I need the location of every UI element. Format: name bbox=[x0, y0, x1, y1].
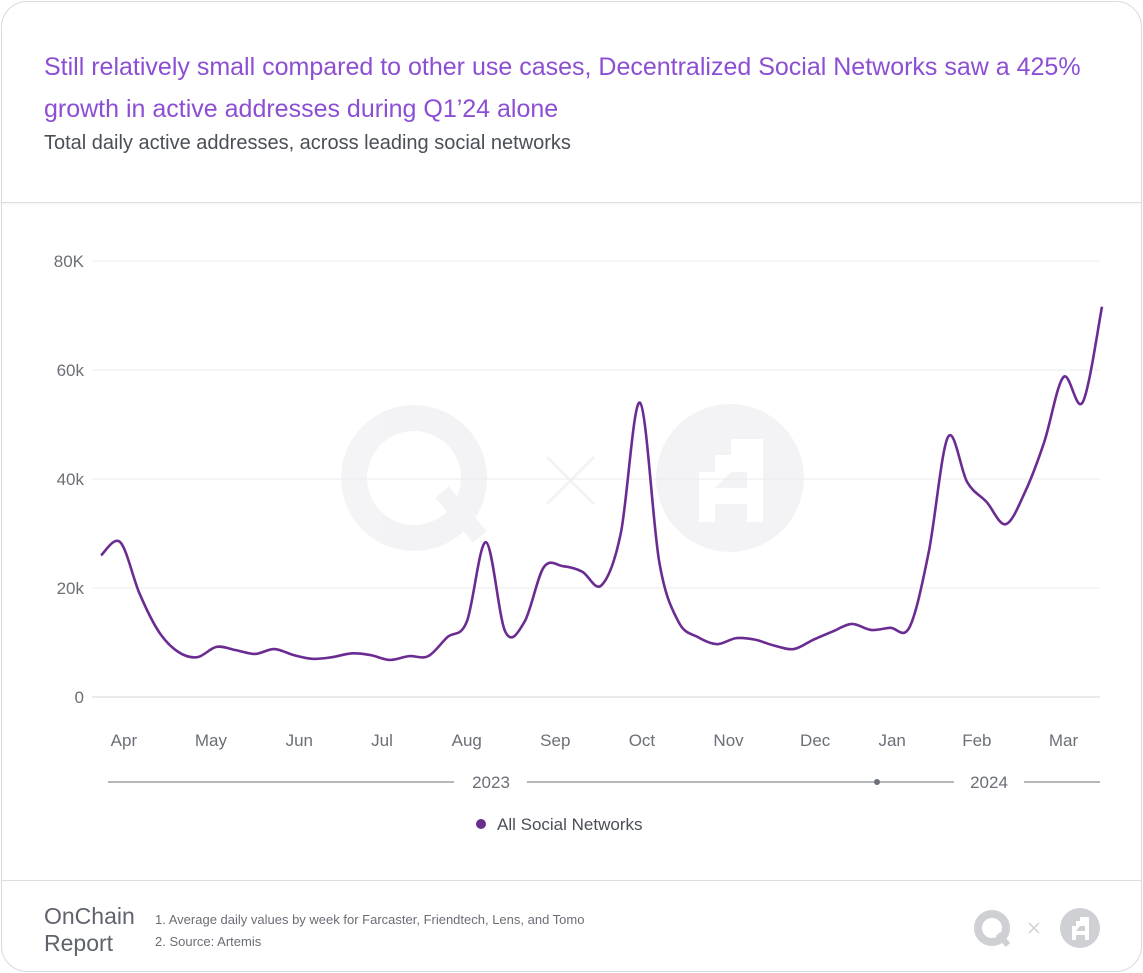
footer: OnChain Report 1. Average daily values b… bbox=[2, 880, 1141, 971]
year-axis: 2023 2024 bbox=[108, 773, 1100, 792]
year-label-2023: 2023 bbox=[472, 773, 510, 792]
grid bbox=[92, 260, 1100, 698]
watermark-q-tail bbox=[435, 486, 487, 543]
x-tick-label: May bbox=[195, 731, 228, 750]
legend: All Social Networks bbox=[476, 815, 643, 834]
watermark-a-glyph bbox=[699, 439, 763, 522]
x-tick-label: Aug bbox=[452, 731, 482, 750]
x-tick-label: Oct bbox=[629, 731, 656, 750]
year-label-2024: 2024 bbox=[970, 773, 1008, 792]
y-axis: 0 20k 40k 60k 80K bbox=[54, 252, 85, 707]
y-tick-label: 0 bbox=[75, 688, 84, 707]
y-tick-label: 20k bbox=[57, 579, 85, 598]
series bbox=[100, 306, 1104, 662]
brand-line2: Report bbox=[44, 930, 114, 956]
watermark-x-icon-stroke bbox=[545, 455, 596, 506]
partner-logos bbox=[974, 908, 1100, 948]
y-tick-label: 60k bbox=[57, 361, 85, 380]
brand-logo: OnChain Report bbox=[44, 903, 135, 957]
x-tick-label: Jul bbox=[371, 731, 393, 750]
x-tick-label: Apr bbox=[111, 731, 138, 750]
legend-label[interactable]: All Social Networks bbox=[497, 815, 643, 834]
x-tick-label: Nov bbox=[713, 731, 744, 750]
q-logo-icon bbox=[974, 910, 1010, 946]
x-tick-label: Dec bbox=[800, 731, 831, 750]
watermark-a-icon bbox=[656, 404, 804, 552]
a-logo-glyph bbox=[1072, 917, 1089, 940]
x-tick-label: Jun bbox=[286, 731, 313, 750]
series-line-all-social-networks bbox=[100, 306, 1104, 662]
y-tick-label: 40k bbox=[57, 470, 85, 489]
chart-title: Still relatively small compared to other… bbox=[44, 53, 1081, 123]
q-logo-tail bbox=[995, 931, 1011, 948]
x-axis: Apr May Jun Jul Aug Sep Oct Nov Dec Jan Feb Mar bbox=[111, 731, 1079, 750]
x-tick-label: Jan bbox=[878, 731, 905, 750]
watermark bbox=[341, 404, 804, 552]
x-tick-label: Mar bbox=[1049, 731, 1079, 750]
x-tick-label: Feb bbox=[962, 731, 991, 750]
footnote-1: 1. Average daily values by week for Farc… bbox=[155, 912, 585, 927]
y-tick-label: 80K bbox=[54, 252, 85, 271]
brand-line1: OnChain bbox=[44, 903, 135, 929]
legend-marker bbox=[476, 819, 486, 829]
year-boundary-dot bbox=[874, 779, 880, 785]
chart-header: Still relatively small compared to other… bbox=[2, 2, 1141, 203]
footnotes: 1. Average daily values by week for Farc… bbox=[155, 909, 584, 953]
watermark-q-icon bbox=[341, 405, 487, 551]
x-icon bbox=[1028, 922, 1040, 934]
chart-subtitle: Total daily active addresses, across lea… bbox=[44, 132, 571, 154]
line-chart: 0 20k 40k 60k 80K Apr May Jun Jul Aug Sep Oct Nov De… bbox=[54, 252, 1104, 834]
footnote-2: 2. Source: Artemis bbox=[155, 934, 262, 949]
x-tick-label: Sep bbox=[540, 731, 570, 750]
a-logo-icon bbox=[1060, 908, 1100, 948]
